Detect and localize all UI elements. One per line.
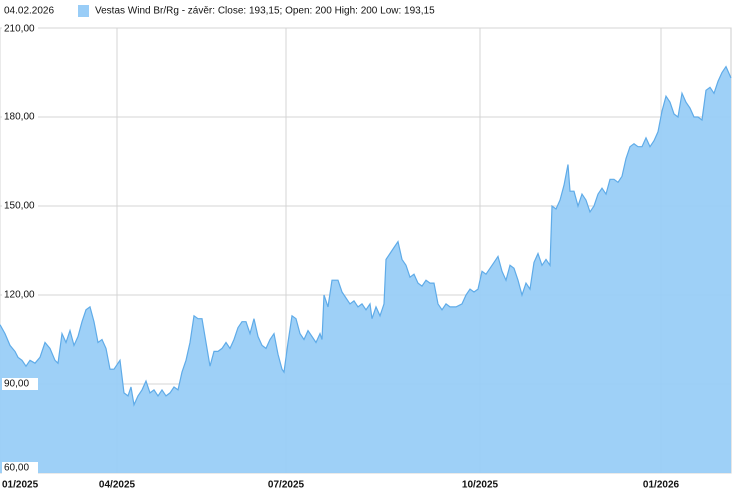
y-tick-bg	[2, 23, 38, 35]
legend-label: Vestas Wind Br/Rg - závěr: Close: 193,15…	[95, 6, 435, 17]
x-tick-label: 10/2025	[462, 480, 499, 491]
y-tick-label: 180,00	[4, 112, 35, 123]
y-tick-label: 120,00	[4, 290, 35, 301]
x-tick-label: 07/2025	[268, 480, 305, 491]
y-tick-bg	[2, 200, 38, 212]
y-tick-label: 210,00	[4, 24, 35, 35]
y-tick-bg	[2, 111, 38, 123]
line	[0, 65, 732, 407]
date-label: 04.02.2026	[4, 6, 54, 17]
x-tick-label: 01/2025	[2, 480, 39, 491]
y-tick-bg	[2, 378, 38, 390]
legend-swatch	[78, 5, 89, 17]
x-tick-label: 01/2026	[643, 480, 680, 491]
y-tick-bg	[2, 462, 38, 474]
y-tick-label: 150,00	[4, 201, 35, 212]
y-tick-bg	[2, 289, 38, 301]
y-tick-label: 90,00	[4, 379, 29, 390]
y-tick-label: 60,00	[4, 463, 29, 474]
x-tick-label: 04/2025	[99, 480, 136, 491]
